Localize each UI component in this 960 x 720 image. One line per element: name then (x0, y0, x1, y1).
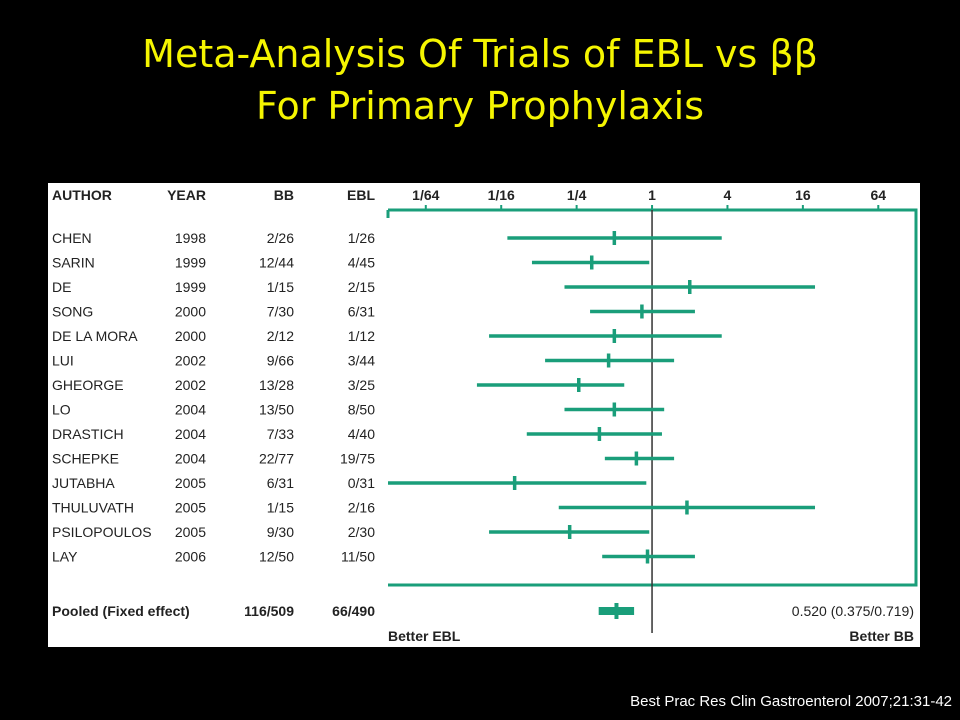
study-year: 1999 (175, 255, 206, 271)
citation: Best Prac Res Clin Gastroenterol 2007;21… (630, 693, 952, 710)
study-bb: 9/30 (267, 524, 294, 540)
study-year: 2005 (175, 500, 206, 516)
study-year: 2004 (175, 451, 206, 467)
study-year: 2004 (175, 402, 206, 418)
study-author: CHEN (52, 230, 92, 246)
pooled-bb: 116/509 (244, 603, 294, 619)
study-ebl: 6/31 (348, 304, 375, 320)
pooled-estimate-text: 0.520 (0.375/0.719) (792, 603, 914, 619)
study-bb: 1/15 (267, 279, 294, 295)
header-ebl: EBL (347, 187, 375, 203)
study-ebl: 1/26 (348, 230, 375, 246)
study-author: SONG (52, 304, 93, 320)
study-ebl: 2/15 (348, 279, 375, 295)
study-ebl: 4/45 (348, 255, 375, 271)
study-bb: 1/15 (267, 500, 294, 516)
header-bb: BB (274, 187, 294, 203)
study-ebl: 0/31 (348, 475, 375, 491)
study-year: 2000 (175, 328, 206, 344)
study-author: JUTABHA (52, 475, 115, 491)
study-bb: 12/50 (259, 549, 294, 565)
study-author: DE LA MORA (52, 328, 138, 344)
study-ebl: 2/30 (348, 524, 375, 540)
study-bb: 12/44 (259, 255, 294, 271)
study-year: 2004 (175, 426, 206, 442)
study-bb: 13/50 (259, 402, 294, 418)
x-tick-label: 1/16 (488, 187, 515, 203)
study-bb: 7/30 (267, 304, 294, 320)
study-ebl: 19/75 (340, 451, 375, 467)
study-year: 2005 (175, 475, 206, 491)
x-tick-label: 16 (795, 187, 811, 203)
study-bb: 9/66 (267, 353, 294, 369)
study-author: LAY (52, 549, 78, 565)
study-year: 2002 (175, 377, 206, 393)
forest-plot-figure: AUTHOR YEAR BB EBL 1/64 1/16 1/4 1 4 16 64 CHEN 1998… (48, 183, 920, 647)
study-author: GHEORGE (52, 377, 124, 393)
header-year: YEAR (167, 187, 206, 203)
study-author: DE (52, 279, 71, 295)
study-ebl: 3/44 (348, 353, 375, 369)
study-author: PSILOPOULOS (52, 524, 152, 540)
study-year: 2005 (175, 524, 206, 540)
study-author: SARIN (52, 255, 95, 271)
study-ebl: 4/40 (348, 426, 375, 442)
x-tick-label: 1/4 (567, 187, 587, 203)
study-bb: 13/28 (259, 377, 294, 393)
pooled-ebl: 66/490 (332, 603, 375, 619)
study-ebl: 1/12 (348, 328, 375, 344)
study-year: 2006 (175, 549, 206, 565)
study-year: 1998 (175, 230, 206, 246)
study-year: 1999 (175, 279, 206, 295)
study-author: THULUVATH (52, 500, 134, 516)
x-tick-label: 64 (871, 187, 887, 203)
study-ebl: 3/25 (348, 377, 375, 393)
pooled-label: Pooled (Fixed effect) (52, 603, 190, 619)
study-bb: 2/12 (267, 328, 294, 344)
better-bb-label: Better BB (849, 628, 914, 644)
study-bb: 7/33 (267, 426, 294, 442)
x-tick-label: 4 (724, 187, 732, 203)
title-line-2: For Primary Prophylaxis (255, 84, 705, 128)
study-ebl: 8/50 (348, 402, 375, 418)
study-author: DRASTICH (52, 426, 124, 442)
study-author: LUI (52, 353, 74, 369)
study-year: 2000 (175, 304, 206, 320)
study-ebl: 11/50 (341, 549, 375, 565)
header-author: AUTHOR (52, 187, 112, 203)
slide-title: Meta-Analysis Of Trials of EBL vs ββ For… (0, 28, 960, 132)
study-bb: 2/26 (267, 230, 294, 246)
study-ebl: 2/16 (348, 500, 375, 516)
better-ebl-label: Better EBL (388, 628, 461, 644)
forest-plot-svg: AUTHOR YEAR BB EBL 1/64 1/16 1/4 1 4 16 64 CHEN 1998… (52, 187, 918, 644)
title-line-1: Meta-Analysis Of Trials of EBL vs ββ (142, 32, 818, 76)
study-author: SCHEPKE (52, 451, 119, 467)
study-year: 2002 (175, 353, 206, 369)
study-author: LO (52, 402, 71, 418)
study-bb: 6/31 (267, 475, 294, 491)
study-bb: 22/77 (259, 451, 294, 467)
x-tick-label: 1/64 (412, 187, 439, 203)
x-tick-label: 1 (648, 187, 656, 203)
